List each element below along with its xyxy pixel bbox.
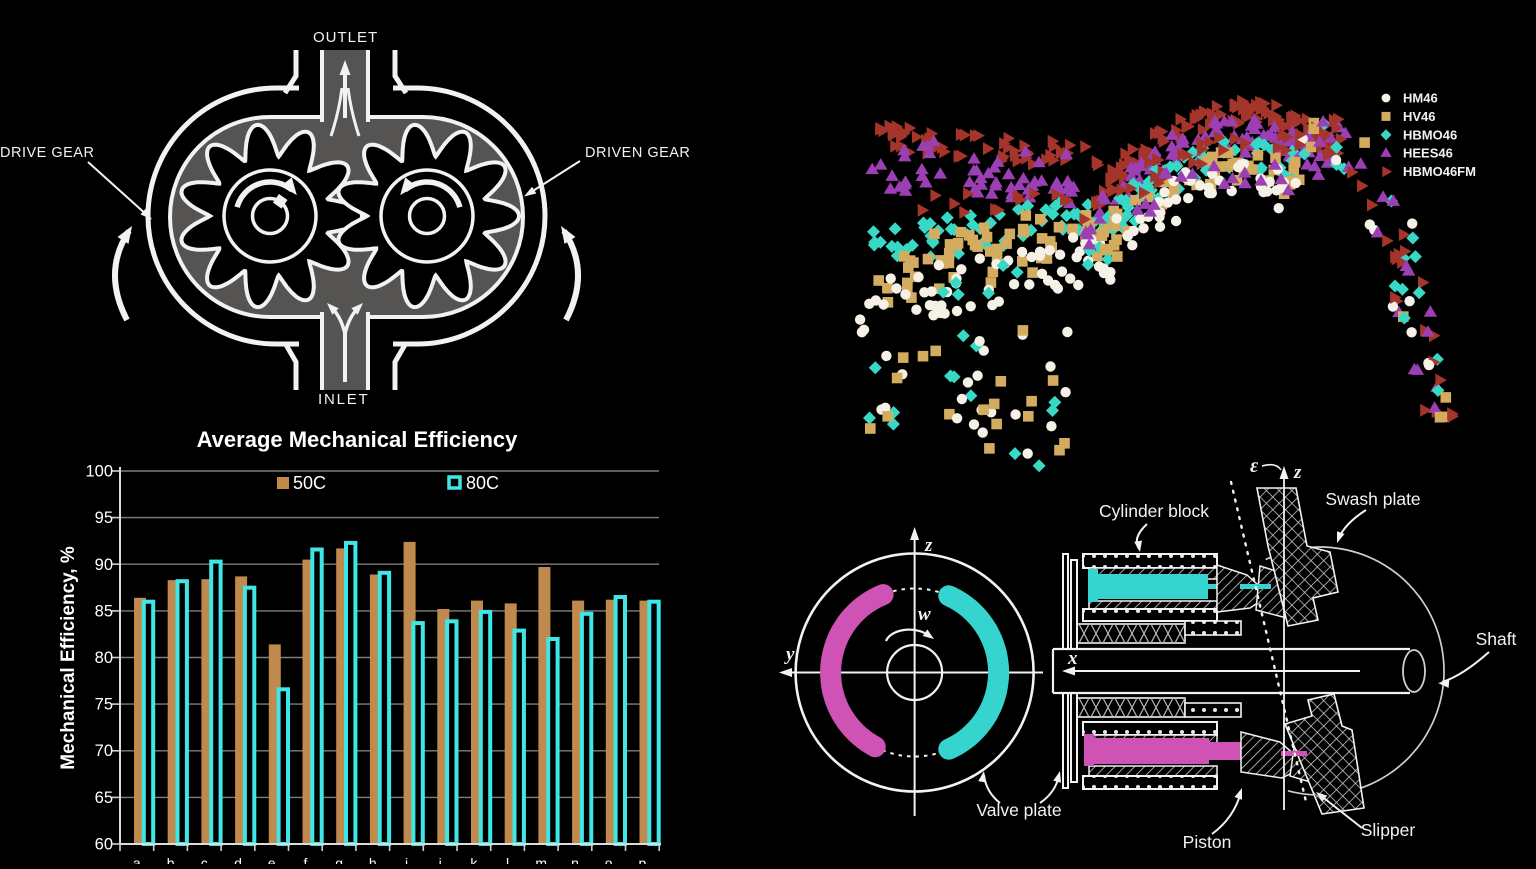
svg-text:Mechanical Efficiency, %: Mechanical Efficiency, % — [58, 546, 79, 770]
svg-text:z: z — [924, 535, 933, 556]
svg-text:Cylinder block: Cylinder block — [1099, 501, 1209, 521]
svg-text:Shaft: Shaft — [1476, 629, 1517, 649]
svg-text:50C: 50C — [293, 473, 326, 493]
svg-text:p: p — [639, 855, 647, 864]
svg-text:f: f — [303, 855, 307, 864]
svg-text:85: 85 — [95, 602, 113, 620]
svg-text:80C: 80C — [466, 473, 499, 493]
svg-text:Swash plate: Swash plate — [1325, 489, 1420, 509]
svg-text:c: c — [201, 855, 208, 864]
svg-text:80: 80 — [95, 649, 113, 667]
svg-text:Slipper: Slipper — [1361, 820, 1416, 840]
svg-text:75: 75 — [95, 696, 113, 714]
svg-text:ε: ε — [1250, 455, 1259, 477]
svg-text:70: 70 — [95, 742, 113, 760]
svg-text:Piston: Piston — [1183, 832, 1232, 852]
svg-text:y: y — [784, 644, 795, 665]
svg-text:h: h — [369, 855, 377, 864]
svg-text:n: n — [571, 855, 579, 864]
svg-text:b: b — [167, 855, 175, 864]
svg-text:a: a — [133, 855, 141, 864]
svg-text:HM46: HM46 — [1403, 91, 1438, 106]
svg-text:65: 65 — [95, 789, 113, 807]
svg-text:d: d — [234, 855, 242, 864]
svg-text:Average Mechanical Efficiency: Average Mechanical Efficiency — [197, 427, 519, 452]
svg-text:HV46: HV46 — [1403, 109, 1436, 124]
svg-text:m: m — [535, 855, 547, 864]
svg-text:HBMO46: HBMO46 — [1403, 127, 1457, 142]
svg-text:60: 60 — [95, 836, 113, 854]
svg-text:g: g — [335, 855, 343, 864]
svg-text:Valve plate: Valve plate — [976, 800, 1061, 820]
svg-text:DRIVEN GEAR: DRIVEN GEAR — [585, 145, 690, 161]
svg-text:i: i — [405, 855, 408, 864]
svg-text:95: 95 — [95, 509, 113, 527]
svg-text:e: e — [268, 855, 276, 864]
svg-text:x: x — [1067, 648, 1078, 669]
svg-text:HBMO46FM: HBMO46FM — [1403, 164, 1476, 179]
svg-text:j: j — [438, 855, 442, 864]
svg-text:HEES46: HEES46 — [1403, 146, 1453, 161]
svg-text:z: z — [1293, 462, 1302, 483]
svg-text:INLET: INLET — [318, 391, 370, 408]
svg-text:o: o — [605, 855, 613, 864]
svg-text:OUTLET: OUTLET — [313, 29, 378, 46]
svg-text:w: w — [918, 604, 931, 625]
svg-text:DRIVE GEAR: DRIVE GEAR — [0, 145, 94, 161]
svg-text:k: k — [470, 855, 478, 864]
svg-text:90: 90 — [95, 556, 113, 574]
svg-text:100: 100 — [85, 463, 113, 481]
svg-text:l: l — [506, 855, 509, 864]
